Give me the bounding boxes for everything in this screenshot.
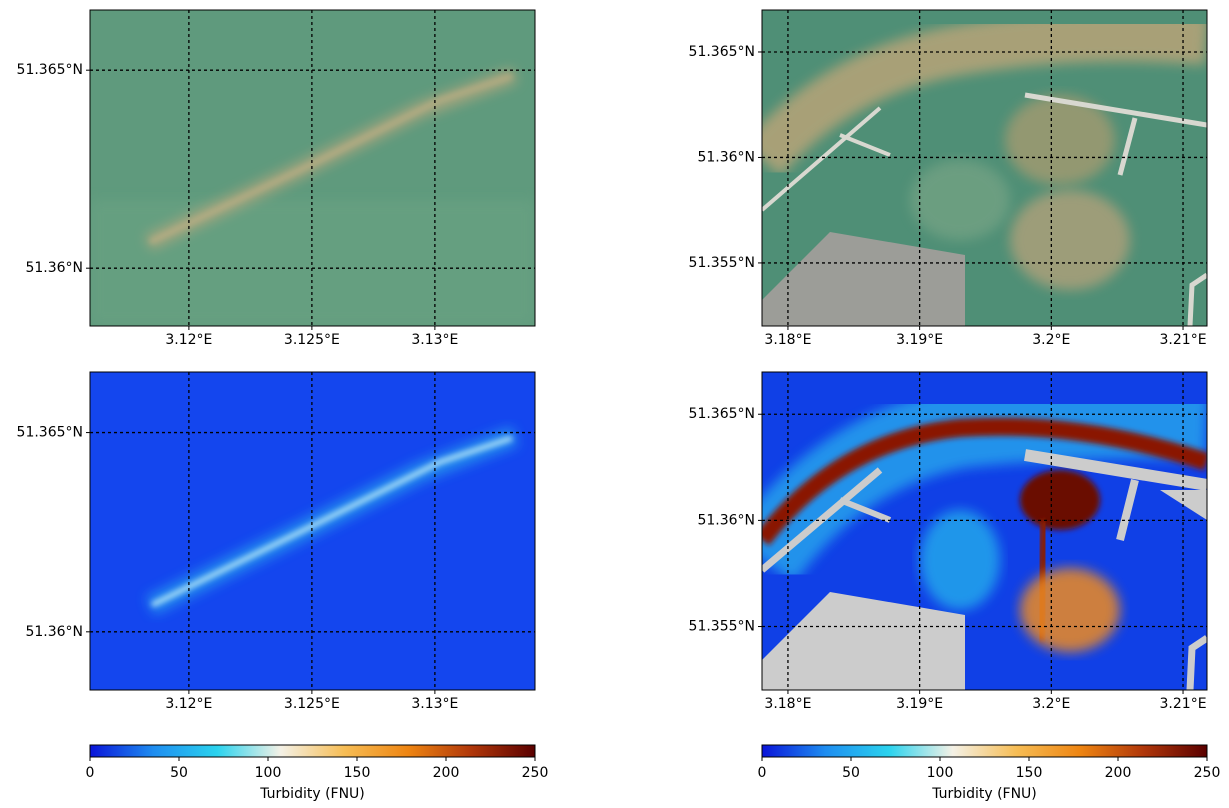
colorbar xyxy=(90,745,535,757)
x-tick-label: 3.21°E xyxy=(1160,696,1207,712)
colorbar-tick-label: 200 xyxy=(433,765,460,781)
y-tick-label: 51.355°N xyxy=(689,619,755,635)
y-tick-label: 51.36°N xyxy=(25,624,83,640)
colorbar-tick-label: 150 xyxy=(344,765,371,781)
colorbar-tick-label: 100 xyxy=(255,765,282,781)
x-tick-label: 3.2°E xyxy=(1032,332,1070,348)
colorbar-tick-label: 50 xyxy=(842,765,860,781)
colorbar-tick-label: 0 xyxy=(86,765,95,781)
colorbar-tick-label: 50 xyxy=(170,765,188,781)
colorbar-tick-label: 250 xyxy=(1194,765,1221,781)
y-tick-label: 51.365°N xyxy=(17,425,83,441)
y-tick-label: 51.365°N xyxy=(17,62,83,78)
x-tick-label: 3.13°E xyxy=(411,696,458,712)
x-tick-label: 3.21°E xyxy=(1160,332,1207,348)
colorbar-tick-label: 0 xyxy=(758,765,767,781)
y-tick-label: 51.365°N xyxy=(689,44,755,60)
x-tick-label: 3.12°E xyxy=(165,332,212,348)
turbidity-image xyxy=(762,372,1207,690)
x-tick-label: 3.13°E xyxy=(411,332,458,348)
figure: 3.12°E 3.125°E 3.13°E 51.36°N 51.365°N 3.18°E… xyxy=(0,0,1229,804)
y-tick-label: 51.36°N xyxy=(697,149,755,165)
y-tick-label: 51.365°N xyxy=(689,406,755,422)
colorbar-label: Turbidity (FNU) xyxy=(259,786,365,802)
x-tick-label: 3.125°E xyxy=(284,696,340,712)
x-tick-label: 3.19°E xyxy=(896,696,943,712)
y-tick-label: 51.36°N xyxy=(697,512,755,528)
x-tick-label: 3.18°E xyxy=(764,696,811,712)
x-tick-label: 3.19°E xyxy=(896,332,943,348)
y-tick-label: 51.36°N xyxy=(25,260,83,276)
x-tick-label: 3.2°E xyxy=(1032,696,1070,712)
colorbar-tick-label: 100 xyxy=(927,765,954,781)
y-tick-label: 51.355°N xyxy=(689,255,755,271)
x-tick-label: 3.125°E xyxy=(284,332,340,348)
colorbar xyxy=(762,745,1207,757)
colorbar-tick-label: 200 xyxy=(1105,765,1132,781)
x-tick-label: 3.18°E xyxy=(764,332,811,348)
satellite-image xyxy=(762,10,1207,326)
colorbar-label: Turbidity (FNU) xyxy=(931,786,1037,802)
colorbar-tick-label: 150 xyxy=(1016,765,1043,781)
colorbar-tick-label: 250 xyxy=(522,765,549,781)
x-tick-label: 3.12°E xyxy=(165,696,212,712)
